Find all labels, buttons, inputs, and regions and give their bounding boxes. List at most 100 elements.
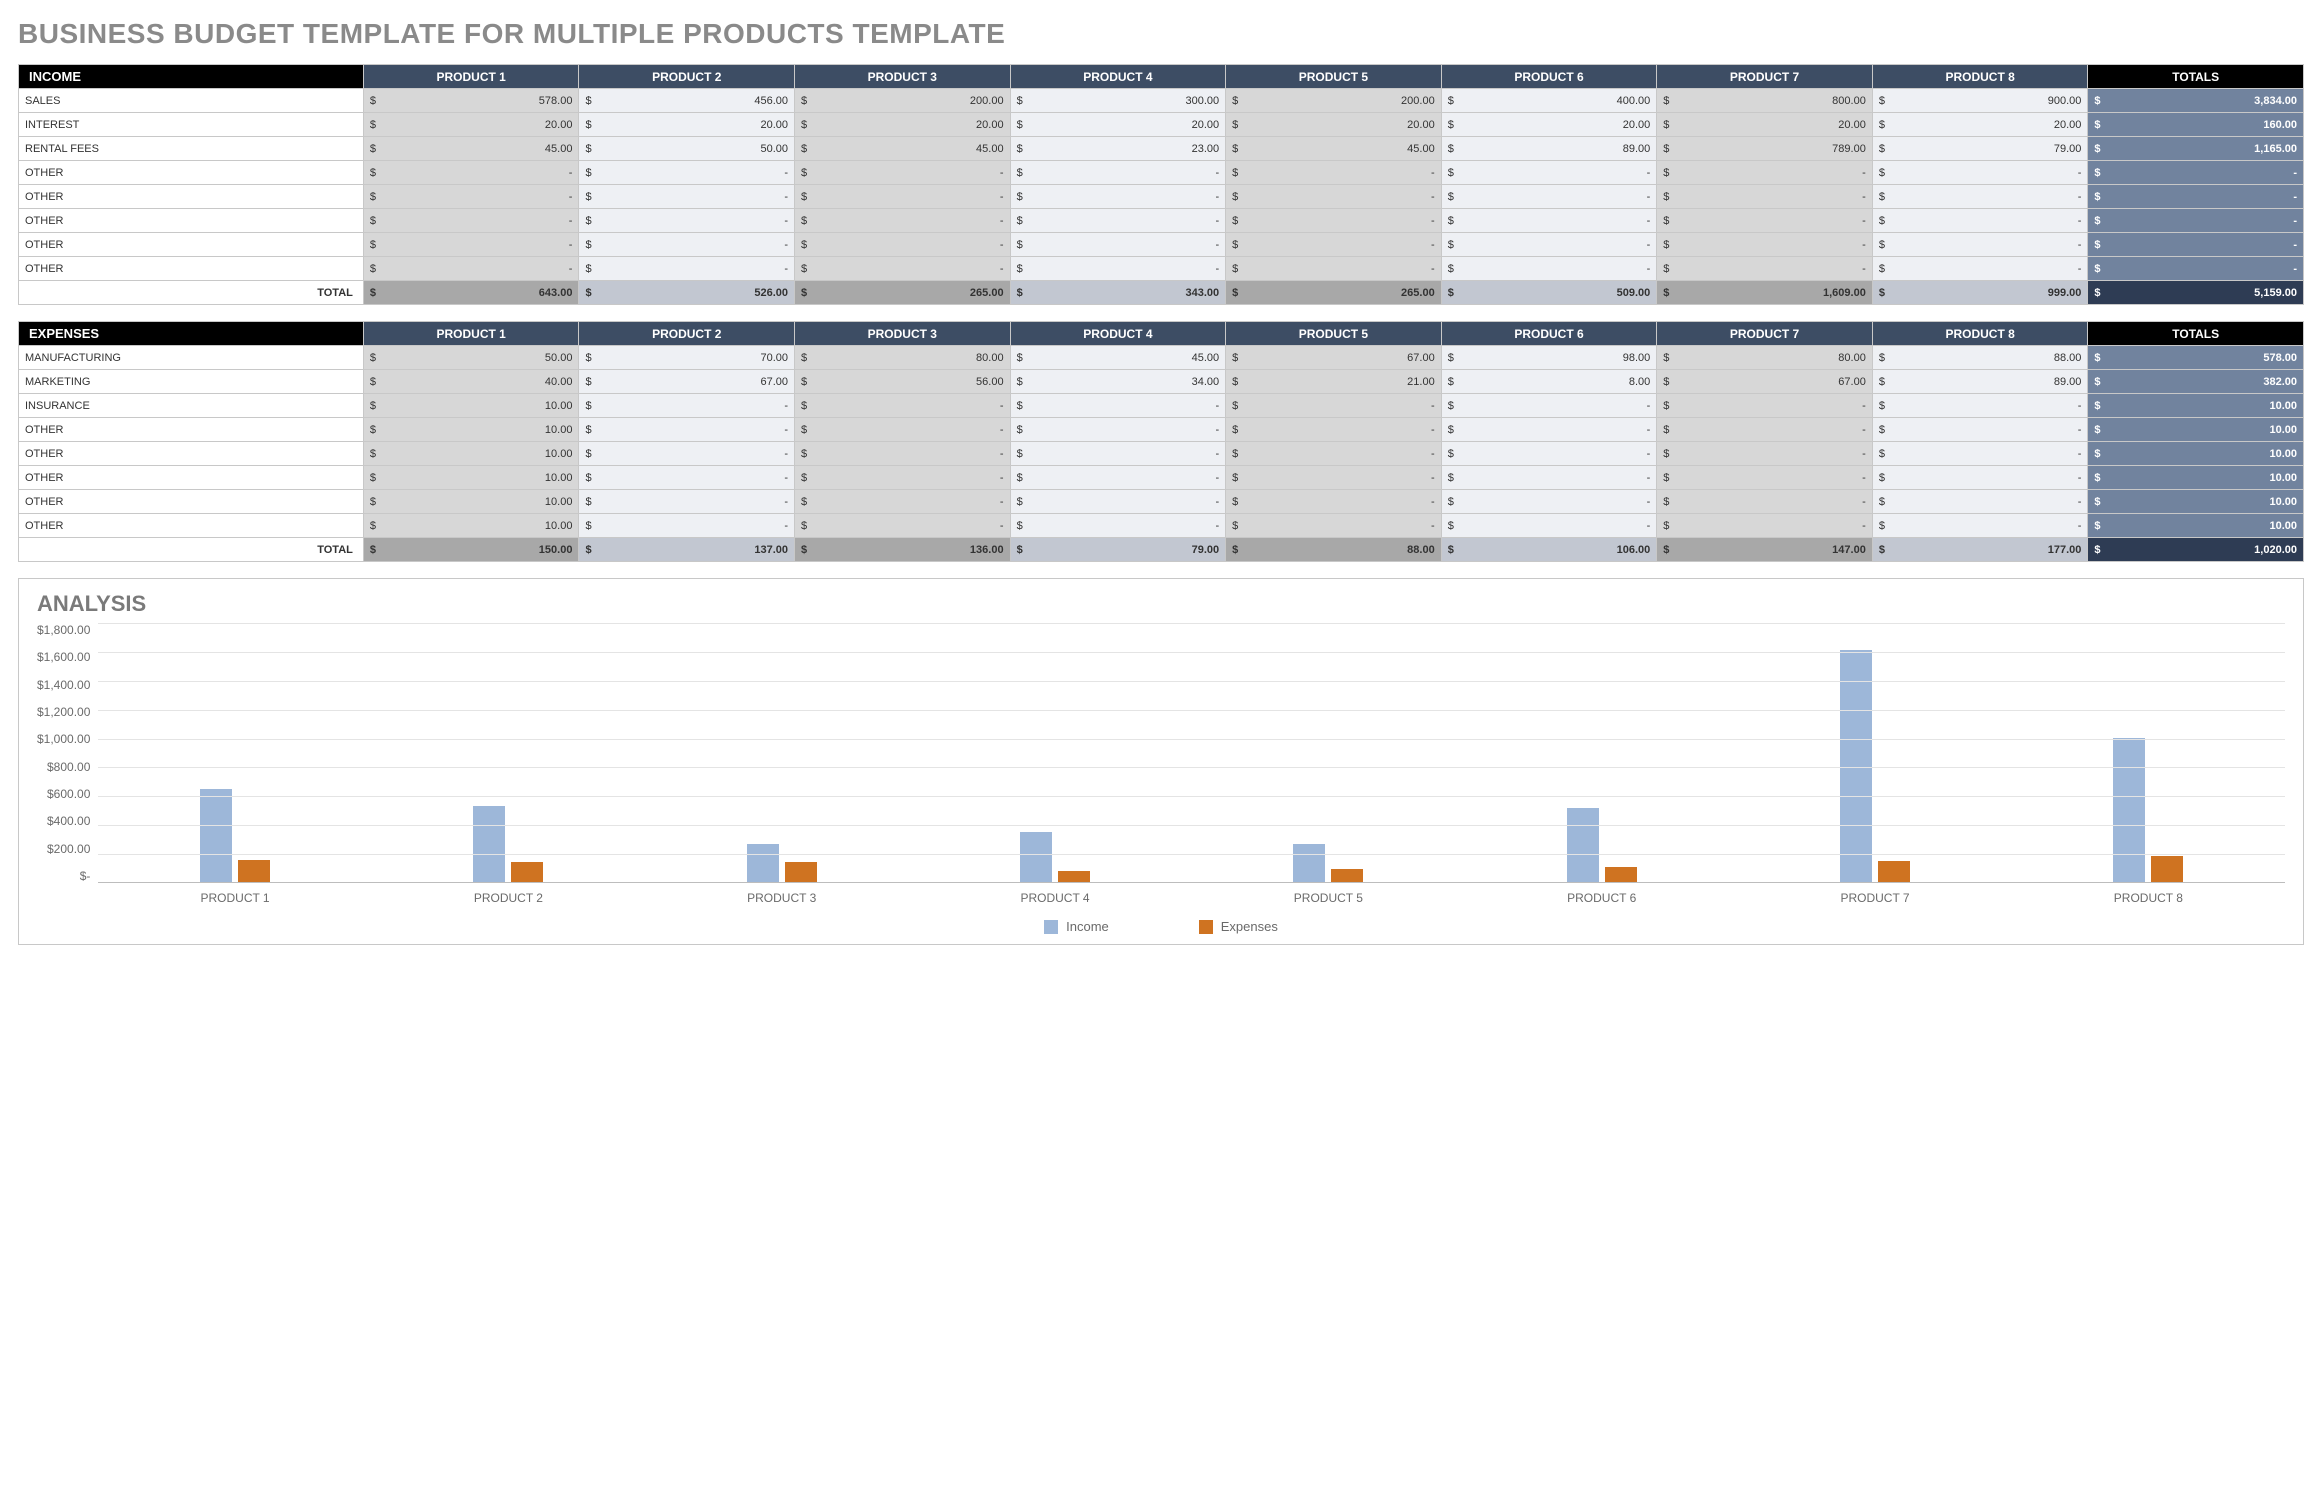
value-cell[interactable]: $20.00 xyxy=(1872,113,2088,137)
value-cell[interactable]: $67.00 xyxy=(579,370,795,394)
value-cell[interactable]: $- xyxy=(1657,514,1873,538)
value-cell[interactable]: $- xyxy=(363,257,579,281)
value-cell[interactable]: $- xyxy=(1657,394,1873,418)
value-cell[interactable]: $23.00 xyxy=(1010,137,1226,161)
value-cell[interactable]: $- xyxy=(795,490,1011,514)
value-cell[interactable]: $- xyxy=(1226,418,1442,442)
value-cell[interactable]: $- xyxy=(579,514,795,538)
value-cell[interactable]: $- xyxy=(363,233,579,257)
value-cell[interactable]: $- xyxy=(795,418,1011,442)
value-cell[interactable]: $- xyxy=(1657,257,1873,281)
value-cell[interactable]: $34.00 xyxy=(1010,370,1226,394)
value-cell[interactable]: $- xyxy=(579,233,795,257)
value-cell[interactable]: $- xyxy=(1872,490,2088,514)
value-cell[interactable]: $- xyxy=(1226,514,1442,538)
value-cell[interactable]: $- xyxy=(1010,466,1226,490)
value-cell[interactable]: $50.00 xyxy=(363,346,579,370)
value-cell[interactable]: $20.00 xyxy=(1441,113,1657,137)
value-cell[interactable]: $10.00 xyxy=(363,394,579,418)
value-cell[interactable]: $45.00 xyxy=(795,137,1011,161)
value-cell[interactable]: $- xyxy=(579,466,795,490)
value-cell[interactable]: $800.00 xyxy=(1657,89,1873,113)
value-cell[interactable]: $- xyxy=(795,394,1011,418)
value-cell[interactable]: $- xyxy=(1441,442,1657,466)
value-cell[interactable]: $- xyxy=(1872,161,2088,185)
value-cell[interactable]: $- xyxy=(579,490,795,514)
value-cell[interactable]: $79.00 xyxy=(1872,137,2088,161)
value-cell[interactable]: $- xyxy=(795,514,1011,538)
value-cell[interactable]: $- xyxy=(579,442,795,466)
value-cell[interactable]: $- xyxy=(1010,257,1226,281)
value-cell[interactable]: $- xyxy=(1226,233,1442,257)
value-cell[interactable]: $- xyxy=(1226,257,1442,281)
value-cell[interactable]: $45.00 xyxy=(1226,137,1442,161)
value-cell[interactable]: $- xyxy=(1657,418,1873,442)
value-cell[interactable]: $- xyxy=(1010,161,1226,185)
value-cell[interactable]: $89.00 xyxy=(1872,370,2088,394)
value-cell[interactable]: $- xyxy=(1226,490,1442,514)
value-cell[interactable]: $- xyxy=(1657,466,1873,490)
value-cell[interactable]: $- xyxy=(1657,442,1873,466)
value-cell[interactable]: $- xyxy=(1441,514,1657,538)
value-cell[interactable]: $- xyxy=(363,209,579,233)
value-cell[interactable]: $- xyxy=(579,161,795,185)
value-cell[interactable]: $- xyxy=(1441,490,1657,514)
value-cell[interactable]: $20.00 xyxy=(1657,113,1873,137)
value-cell[interactable]: $200.00 xyxy=(1226,89,1442,113)
value-cell[interactable]: $10.00 xyxy=(363,466,579,490)
value-cell[interactable]: $- xyxy=(1872,233,2088,257)
value-cell[interactable]: $88.00 xyxy=(1872,346,2088,370)
value-cell[interactable]: $- xyxy=(795,209,1011,233)
value-cell[interactable]: $- xyxy=(1226,209,1442,233)
value-cell[interactable]: $- xyxy=(795,466,1011,490)
value-cell[interactable]: $- xyxy=(1441,394,1657,418)
value-cell[interactable]: $- xyxy=(1657,185,1873,209)
value-cell[interactable]: $- xyxy=(1226,161,1442,185)
value-cell[interactable]: $- xyxy=(1441,257,1657,281)
value-cell[interactable]: $- xyxy=(1872,418,2088,442)
value-cell[interactable]: $- xyxy=(1872,466,2088,490)
value-cell[interactable]: $- xyxy=(1657,233,1873,257)
value-cell[interactable]: $- xyxy=(1441,209,1657,233)
value-cell[interactable]: $10.00 xyxy=(363,442,579,466)
value-cell[interactable]: $45.00 xyxy=(363,137,579,161)
value-cell[interactable]: $- xyxy=(1010,233,1226,257)
value-cell[interactable]: $- xyxy=(1010,394,1226,418)
value-cell[interactable]: $456.00 xyxy=(579,89,795,113)
value-cell[interactable]: $- xyxy=(1226,442,1442,466)
value-cell[interactable]: $50.00 xyxy=(579,137,795,161)
value-cell[interactable]: $80.00 xyxy=(795,346,1011,370)
value-cell[interactable]: $- xyxy=(1441,161,1657,185)
value-cell[interactable]: $- xyxy=(1010,514,1226,538)
value-cell[interactable]: $- xyxy=(795,161,1011,185)
value-cell[interactable]: $200.00 xyxy=(795,89,1011,113)
value-cell[interactable]: $- xyxy=(795,233,1011,257)
value-cell[interactable]: $789.00 xyxy=(1657,137,1873,161)
value-cell[interactable]: $- xyxy=(1872,514,2088,538)
value-cell[interactable]: $- xyxy=(1010,185,1226,209)
value-cell[interactable]: $10.00 xyxy=(363,490,579,514)
value-cell[interactable]: $- xyxy=(579,185,795,209)
value-cell[interactable]: $- xyxy=(1441,466,1657,490)
value-cell[interactable]: $67.00 xyxy=(1226,346,1442,370)
value-cell[interactable]: $- xyxy=(1441,185,1657,209)
value-cell[interactable]: $- xyxy=(579,257,795,281)
value-cell[interactable]: $- xyxy=(795,442,1011,466)
value-cell[interactable]: $45.00 xyxy=(1010,346,1226,370)
value-cell[interactable]: $- xyxy=(1657,209,1873,233)
value-cell[interactable]: $900.00 xyxy=(1872,89,2088,113)
value-cell[interactable]: $300.00 xyxy=(1010,89,1226,113)
value-cell[interactable]: $- xyxy=(795,257,1011,281)
value-cell[interactable]: $20.00 xyxy=(1226,113,1442,137)
value-cell[interactable]: $- xyxy=(1872,257,2088,281)
value-cell[interactable]: $- xyxy=(1872,209,2088,233)
value-cell[interactable]: $40.00 xyxy=(363,370,579,394)
value-cell[interactable]: $- xyxy=(1872,442,2088,466)
value-cell[interactable]: $20.00 xyxy=(363,113,579,137)
value-cell[interactable]: $- xyxy=(1010,442,1226,466)
value-cell[interactable]: $98.00 xyxy=(1441,346,1657,370)
value-cell[interactable]: $- xyxy=(795,185,1011,209)
value-cell[interactable]: $67.00 xyxy=(1657,370,1873,394)
value-cell[interactable]: $- xyxy=(579,394,795,418)
value-cell[interactable]: $56.00 xyxy=(795,370,1011,394)
